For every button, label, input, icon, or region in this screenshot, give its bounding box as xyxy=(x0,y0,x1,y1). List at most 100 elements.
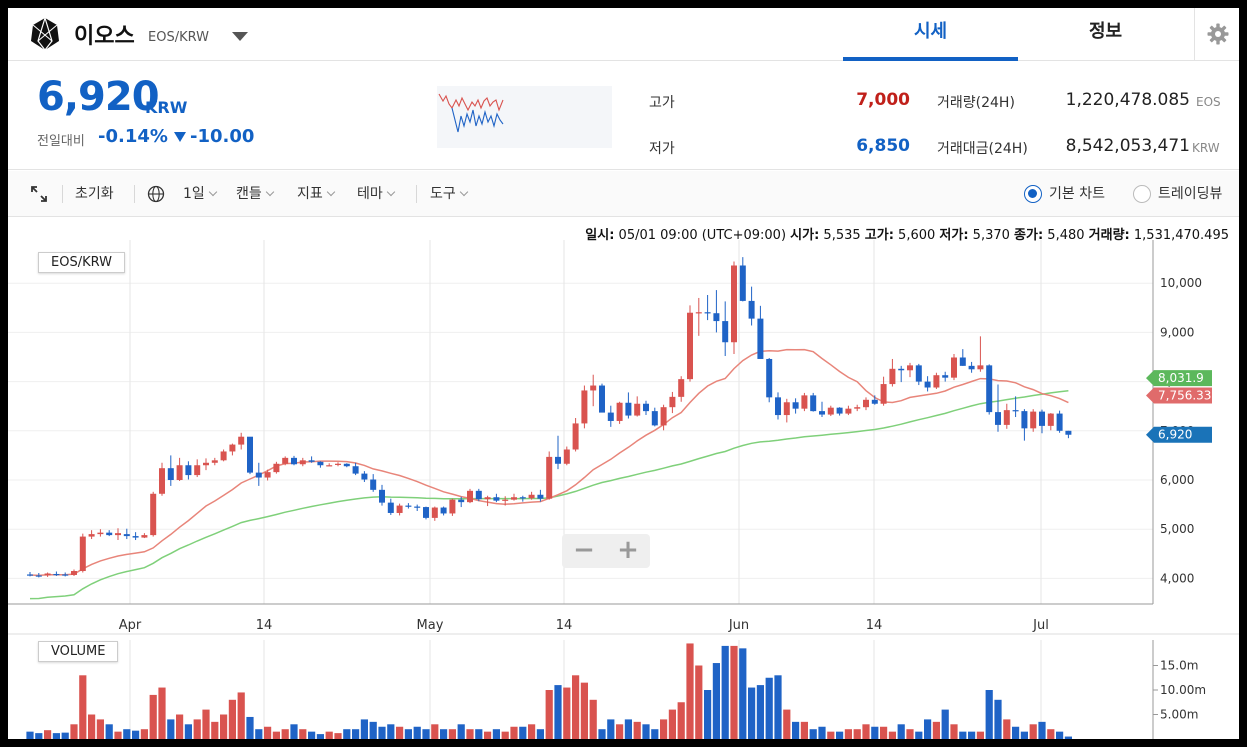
tradingview-label[interactable]: 트레이딩뷰 xyxy=(1158,186,1223,202)
volume-bar[interactable] xyxy=(123,729,131,739)
candle-body[interactable] xyxy=(827,407,834,415)
candle-body[interactable] xyxy=(185,465,192,476)
candle-body[interactable] xyxy=(678,379,685,397)
candle-body[interactable] xyxy=(1030,411,1037,429)
candle-body[interactable] xyxy=(766,358,773,398)
candle-body[interactable] xyxy=(775,397,781,416)
volume-bar[interactable] xyxy=(607,719,615,739)
candle-body[interactable] xyxy=(264,472,271,478)
candle-body[interactable] xyxy=(528,494,535,499)
candle-body[interactable] xyxy=(871,399,878,404)
theme-select[interactable]: 테마 xyxy=(357,171,396,217)
candle-body[interactable] xyxy=(537,494,544,499)
candle-body[interactable] xyxy=(968,365,975,370)
candle-body[interactable] xyxy=(273,463,280,473)
volume-bar[interactable] xyxy=(677,702,685,739)
candlestick-chart[interactable]: 4,0005,0006,0007,0008,0009,00010,000Apr1… xyxy=(8,218,1239,739)
candle-body[interactable] xyxy=(1021,411,1028,429)
candle-body[interactable] xyxy=(572,423,579,450)
volume-bar[interactable] xyxy=(114,731,122,739)
volume-bar[interactable] xyxy=(800,721,808,739)
candle-body[interactable] xyxy=(731,265,737,343)
volume-bar[interactable] xyxy=(730,645,738,739)
candle-body[interactable] xyxy=(660,407,667,426)
chart-type-select[interactable]: 캔들 xyxy=(236,171,275,217)
candle-body[interactable] xyxy=(343,463,350,467)
volume-bar[interactable] xyxy=(378,726,386,739)
candle-body[interactable] xyxy=(810,395,817,412)
volume-bar[interactable] xyxy=(1047,729,1055,739)
volume-bar[interactable] xyxy=(316,734,324,739)
candle-body[interactable] xyxy=(159,468,165,494)
volume-bar[interactable] xyxy=(897,724,905,739)
volume-bar[interactable] xyxy=(554,685,562,739)
candle-body[interactable] xyxy=(440,507,447,514)
candle-body[interactable] xyxy=(704,312,711,314)
candle-body[interactable] xyxy=(405,505,412,507)
volume-bar[interactable] xyxy=(475,729,483,739)
candle-body[interactable] xyxy=(757,318,764,359)
volume-bar[interactable] xyxy=(105,724,113,739)
volume-bar[interactable] xyxy=(959,731,967,739)
candle-body[interactable] xyxy=(748,300,755,319)
volume-bar[interactable] xyxy=(589,699,597,739)
volume-bar[interactable] xyxy=(343,729,351,739)
candle-body[interactable] xyxy=(546,456,553,499)
candle-body[interactable] xyxy=(643,403,649,412)
volume-bar[interactable] xyxy=(1038,721,1046,739)
volume-bar[interactable] xyxy=(255,729,263,739)
volume-bar[interactable] xyxy=(290,724,298,739)
candle-body[interactable] xyxy=(1012,410,1019,412)
volume-bar[interactable] xyxy=(272,731,280,739)
volume-bar[interactable] xyxy=(211,721,219,739)
volume-bar[interactable] xyxy=(888,731,896,739)
volume-bar[interactable] xyxy=(79,675,87,739)
volume-bar[interactable] xyxy=(228,699,236,739)
candle-body[interactable] xyxy=(431,507,438,518)
volume-bar[interactable] xyxy=(422,729,430,739)
volume-bar[interactable] xyxy=(1020,731,1028,739)
volume-bar[interactable] xyxy=(193,719,201,739)
volume-bar[interactable] xyxy=(246,716,254,739)
volume-bar[interactable] xyxy=(308,731,316,739)
candle-body[interactable] xyxy=(211,460,218,463)
volume-bar[interactable] xyxy=(281,729,289,739)
candle-body[interactable] xyxy=(396,505,403,513)
candle-body[interactable] xyxy=(669,396,676,408)
volume-bar[interactable] xyxy=(396,726,404,739)
volume-bar[interactable] xyxy=(642,724,650,739)
volume-bar[interactable] xyxy=(237,692,245,739)
candle-body[interactable] xyxy=(933,375,940,388)
volume-bar[interactable] xyxy=(140,729,148,739)
volume-bar[interactable] xyxy=(158,687,166,739)
volume-bar[interactable] xyxy=(528,724,536,739)
volume-bar[interactable] xyxy=(360,719,368,739)
volume-bar[interactable] xyxy=(1064,736,1072,739)
volume-bar[interactable] xyxy=(545,690,553,739)
volume-bar[interactable] xyxy=(52,733,60,739)
volume-bar[interactable] xyxy=(616,724,624,739)
volume-bar[interactable] xyxy=(985,690,993,739)
candle-body[interactable] xyxy=(97,532,104,535)
volume-bar[interactable] xyxy=(431,724,439,739)
candle-body[interactable] xyxy=(255,472,262,478)
candle-body[interactable] xyxy=(106,532,113,536)
candle-body[interactable] xyxy=(1047,413,1054,426)
volume-bar[interactable] xyxy=(448,729,456,739)
volume-bar[interactable] xyxy=(440,729,448,739)
volume-bar[interactable] xyxy=(765,677,773,739)
candle-body[interactable] xyxy=(1039,411,1045,426)
candle-body[interactable] xyxy=(27,574,33,576)
candle-body[interactable] xyxy=(599,385,605,413)
volume-bar[interactable] xyxy=(712,663,720,739)
candle-body[interactable] xyxy=(475,490,482,500)
candle-body[interactable] xyxy=(924,381,931,388)
volume-bar[interactable] xyxy=(941,709,949,739)
candle-body[interactable] xyxy=(484,497,491,500)
tab-price[interactable]: 시세 xyxy=(843,8,1018,61)
volume-bar[interactable] xyxy=(809,729,817,739)
candle-body[interactable] xyxy=(889,368,896,385)
volume-bar[interactable] xyxy=(264,726,272,739)
candle-body[interactable] xyxy=(352,466,359,474)
candle-body[interactable] xyxy=(845,408,852,414)
